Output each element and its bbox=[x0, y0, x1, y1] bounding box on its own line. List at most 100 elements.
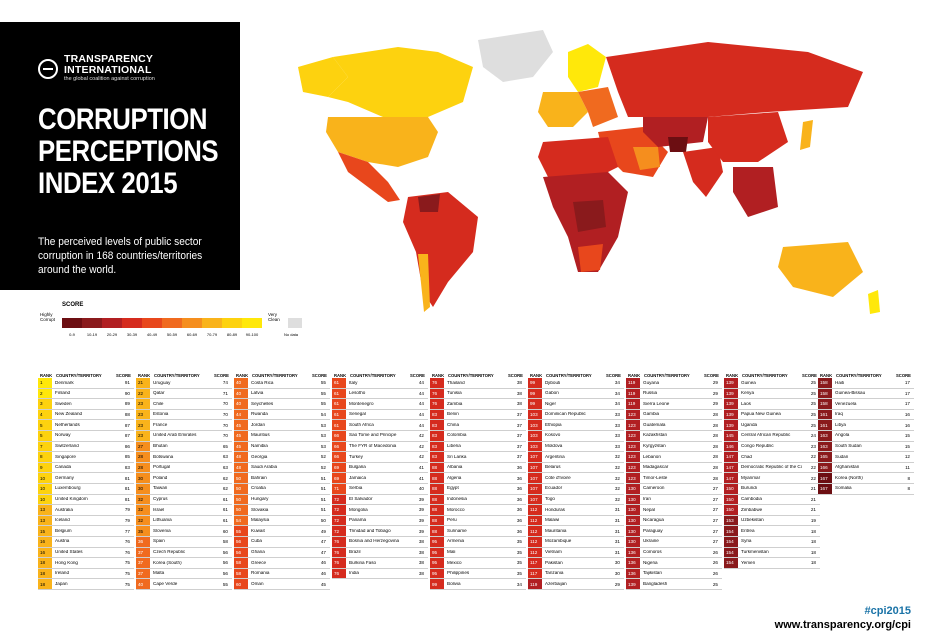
table-row: 150 Zimbabwe 21 bbox=[724, 505, 820, 516]
score-cell: 41 bbox=[418, 475, 424, 481]
rank-cell: 123 bbox=[626, 430, 640, 441]
country-cell: Korea (North) bbox=[835, 475, 863, 480]
title-line-3: INDEX 2015 bbox=[38, 167, 178, 200]
score-cell: 42 bbox=[418, 433, 424, 439]
rank-cell: 40 bbox=[234, 399, 248, 409]
country-cell: Papua New Guinea bbox=[741, 412, 781, 417]
country-cell: Turkey bbox=[349, 454, 363, 459]
rank-cell: 50 bbox=[234, 483, 248, 494]
rank-cell: 123 bbox=[626, 462, 640, 473]
score-cell: 91 bbox=[124, 380, 130, 386]
table-row: 103 Dominican Republic 33 bbox=[528, 409, 624, 421]
rank-cell: 83 bbox=[430, 441, 444, 452]
table-row: 18 Japan 75 bbox=[38, 579, 134, 590]
score-cell: 46 bbox=[320, 560, 326, 566]
country-cell: Gambia bbox=[643, 412, 660, 417]
country-cell: New Zealand bbox=[55, 412, 83, 417]
country-cell: Cameroon bbox=[643, 486, 665, 491]
rank-cell: 95 bbox=[430, 547, 444, 558]
table-row: 158 Venezuela 17 bbox=[818, 399, 914, 410]
rank-cell: 3 bbox=[38, 399, 52, 409]
rank-cell: 99 bbox=[528, 399, 542, 409]
rank-cell: 163 bbox=[818, 430, 832, 441]
country-cell: Azerbaijan bbox=[545, 581, 567, 586]
rank-cell: 99 bbox=[430, 579, 444, 589]
table-row: 66 Sao Tome and Principe 42 bbox=[332, 430, 428, 442]
legend-swatch bbox=[102, 318, 122, 328]
score-cell: 70 bbox=[222, 412, 228, 418]
score-cell: 45 bbox=[320, 581, 326, 587]
rank-cell: 88 bbox=[430, 483, 444, 494]
country-cell: Brazil bbox=[349, 550, 361, 554]
score-cell: 17 bbox=[904, 380, 910, 386]
rank-cell: 130 bbox=[626, 505, 640, 515]
table-row: 103 Ethiopia 33 bbox=[528, 420, 624, 431]
rank-cell: 66 bbox=[332, 452, 346, 462]
country-cell: Seychelles bbox=[251, 401, 274, 406]
country-cell: Israel bbox=[153, 507, 165, 512]
score-cell: 28 bbox=[712, 422, 718, 428]
table-row: 154 Eritrea 18 bbox=[724, 526, 820, 537]
score-cell: 85 bbox=[124, 454, 130, 460]
country-cell: Togo bbox=[545, 497, 555, 502]
legend-bin-label: 70-79 bbox=[206, 332, 218, 337]
map-region-alaska bbox=[298, 57, 348, 97]
legend-bin-label: 0-9 bbox=[69, 332, 75, 337]
score-cell: 37 bbox=[516, 433, 522, 439]
country-cell: Thailand bbox=[447, 380, 465, 385]
score-cell: 79 bbox=[124, 518, 130, 524]
table-row: 163 South Sudan 15 bbox=[818, 441, 914, 453]
table-row: 69 Bulgaria 41 bbox=[332, 462, 428, 474]
table-row: 72 Mongolia 39 bbox=[332, 505, 428, 516]
map-region-south-america bbox=[403, 192, 478, 307]
score-cell: 29 bbox=[614, 581, 620, 587]
website-link[interactable]: www.transparency.org/cpi bbox=[774, 619, 911, 631]
table-row: 147 Myanmar 22 bbox=[724, 473, 820, 484]
country-cell: Bhutan bbox=[153, 444, 168, 449]
country-cell: Mexico bbox=[447, 560, 462, 565]
score-cell: 54 bbox=[320, 412, 326, 418]
rank-cell: 72 bbox=[332, 515, 346, 526]
rank-cell: 88 bbox=[430, 515, 444, 526]
score-cell: 87 bbox=[124, 422, 130, 428]
rank-cell: 76 bbox=[332, 536, 346, 547]
score-cell: 16 bbox=[904, 412, 910, 418]
rank-cell: 147 bbox=[724, 452, 738, 462]
score-cell: 28 bbox=[712, 433, 718, 439]
score-cell: 44 bbox=[418, 390, 424, 396]
rank-cell: 158 bbox=[818, 388, 832, 399]
score-cell: 36 bbox=[516, 507, 522, 513]
score-cell: 29 bbox=[712, 390, 718, 396]
country-cell: Mongolia bbox=[349, 507, 368, 512]
score-cell: 52 bbox=[320, 465, 326, 471]
table-header: RANK COUNTRY/TERRITORY SCORE bbox=[136, 368, 232, 378]
table-row: 123 Kyrgyzstan 28 bbox=[626, 441, 722, 453]
rank-cell: 166 bbox=[818, 462, 832, 473]
score-cell: 27 bbox=[712, 528, 718, 534]
country-cell: Serbia bbox=[349, 486, 363, 491]
rank-cell: 130 bbox=[626, 515, 640, 526]
country-cell: Burundi bbox=[741, 486, 757, 491]
score-cell: 25 bbox=[810, 380, 816, 386]
table-column: RANK COUNTRY/TERRITORY SCORE 139 Guinea 25 139… bbox=[724, 368, 820, 569]
rank-cell: 61 bbox=[332, 420, 346, 430]
legend-swatch bbox=[182, 318, 202, 328]
rank-cell: 158 bbox=[818, 399, 832, 409]
map-region-venezuela bbox=[418, 194, 440, 212]
score-cell: 40 bbox=[418, 486, 424, 492]
rank-cell: 112 bbox=[528, 515, 542, 526]
score-cell: 81 bbox=[124, 475, 130, 481]
map-region-central-asia bbox=[643, 117, 708, 147]
country-cell: Kosovo bbox=[545, 433, 561, 438]
country-cell: Iceland bbox=[55, 518, 70, 523]
page-subtitle: The perceived levels of public sector co… bbox=[38, 236, 203, 276]
table-row: 36 Spain 58 bbox=[136, 536, 232, 548]
table-row: 76 India 38 bbox=[332, 568, 428, 580]
table-row: 119 Sierra Leone 29 bbox=[626, 399, 722, 410]
score-cell: 26 bbox=[712, 560, 718, 566]
rank-cell: 107 bbox=[528, 462, 542, 473]
country-cell: Angola bbox=[835, 433, 850, 438]
country-cell: Belgium bbox=[55, 528, 72, 533]
table-row: 130 Nicaragua 27 bbox=[626, 515, 722, 527]
rank-cell: 5 bbox=[38, 430, 52, 441]
